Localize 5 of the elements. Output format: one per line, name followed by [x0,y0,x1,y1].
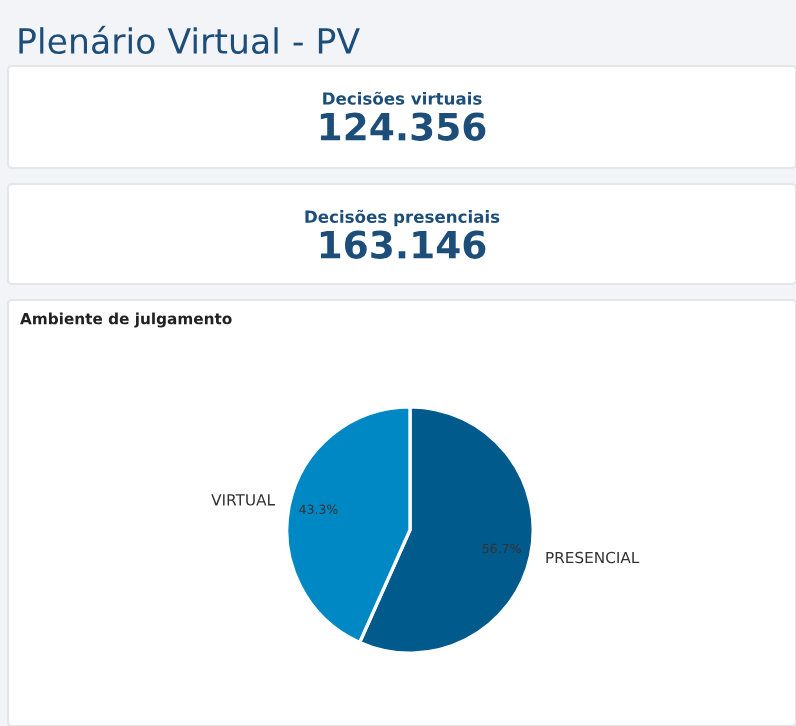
text: Decisões virtuais [323,91,482,105]
text: 124.356 [320,112,486,141]
text: Decisões presenciais [305,209,500,227]
text: 163.146 [320,230,486,259]
text: Plenário Virtual - PV [19,25,360,55]
